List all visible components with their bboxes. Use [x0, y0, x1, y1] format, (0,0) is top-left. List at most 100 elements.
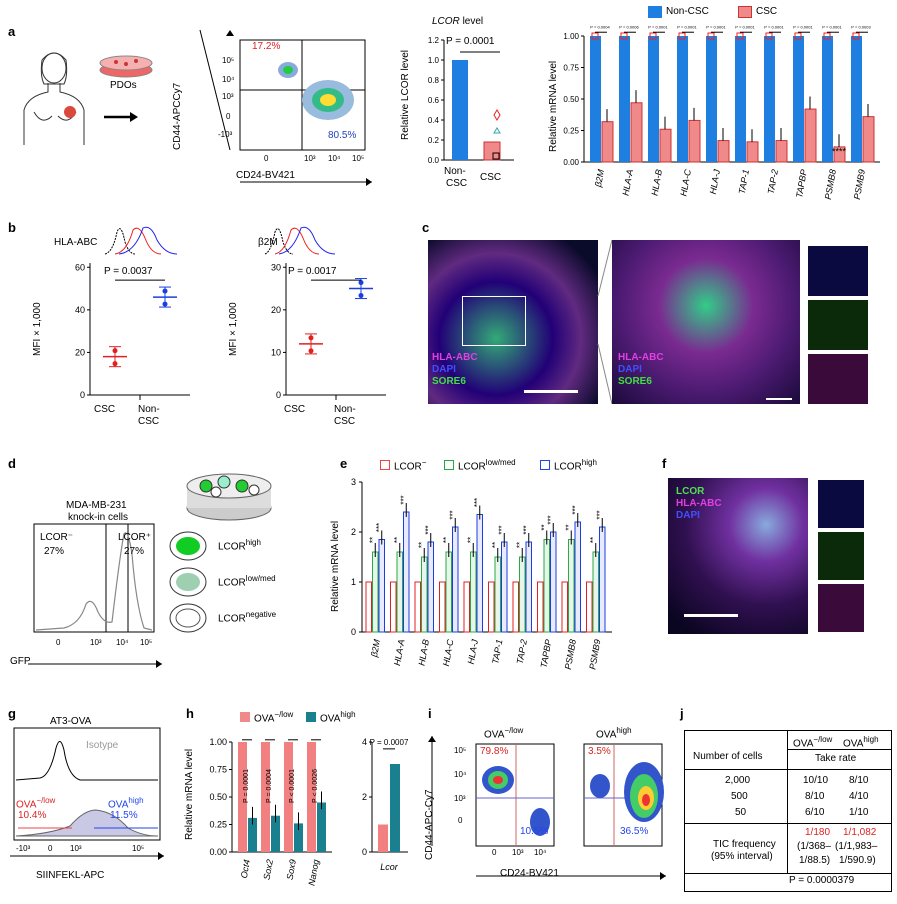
- bar-noncsc-PSMB8: [822, 36, 833, 162]
- patient-illustration: [23, 52, 85, 145]
- c-label-dapi: DAPI: [432, 364, 456, 375]
- y-tick-label: 0.50: [209, 792, 227, 802]
- noncsc-point: [823, 32, 831, 40]
- lcor-bar-OVAhigh: [390, 764, 400, 852]
- bar-LCOR−-TAP-1: [488, 581, 495, 633]
- noncsc-point: [794, 32, 802, 40]
- d-xtick-1: 0: [56, 638, 61, 647]
- panel-label-g: g: [8, 706, 16, 721]
- sig-stars: **: [589, 537, 598, 543]
- g-histogram: [10, 727, 164, 860]
- i-xtick-2: 10³: [512, 848, 524, 857]
- b2m-point-0: [308, 335, 314, 341]
- i-xtick-3: 10⁴: [534, 848, 547, 857]
- i-right-lr: 36.5%: [620, 826, 649, 837]
- y-tick-label: 1.0: [428, 56, 440, 65]
- e-legend-lowmed: LCORlow/med: [458, 458, 516, 473]
- a-mrna-legend-swatch-noncsc: [648, 6, 662, 18]
- j-header-rule: [787, 749, 891, 750]
- a-flow-xlabel: CD24-BV421: [236, 170, 295, 181]
- bar-LCORlow/med-TAP-1: [494, 556, 501, 633]
- bar-LCOR−-PSMB9: [586, 581, 593, 633]
- x-tick-label: PSMB9: [852, 169, 867, 201]
- e-legend-swatch-high: [540, 460, 550, 470]
- bar-noncsc-HLA-B: [648, 36, 659, 162]
- bar-noncsc-PSMB9: [851, 36, 862, 162]
- b-hla-cat2a: Non-: [138, 404, 160, 415]
- g-isotype-label: Isotype: [86, 740, 119, 751]
- j-rule-3: [685, 873, 891, 874]
- d-dish-icon: [186, 473, 272, 521]
- bar-LCOR−-TAP-2: [512, 581, 519, 633]
- j-row1-high: 8/10: [849, 775, 869, 786]
- b2m-y-tick-label: 30: [271, 262, 281, 272]
- f-channel-dapi: [818, 480, 864, 528]
- b-b2m-cat2a: Non-: [334, 404, 356, 415]
- i-ytick-4: 0: [458, 816, 463, 825]
- x-tick-label: TAP-2: [515, 639, 529, 665]
- x-tick-label: TAP-1: [490, 639, 504, 665]
- b2m-point-1: [358, 280, 364, 286]
- p-value: P = 0.0001: [648, 24, 668, 29]
- c-zoom-scale-bar: [766, 398, 792, 400]
- bar-LCOR−-HLA-B: [414, 581, 421, 633]
- sig-stars: **: [369, 537, 378, 543]
- d-title1: MDA-MB-231: [66, 500, 127, 511]
- i-ytick-2: 10⁴: [454, 770, 467, 779]
- j-row3-low: 6/10: [805, 807, 825, 818]
- e-legend-swatch-lowmed: [444, 460, 454, 470]
- hla-point-1: [162, 288, 168, 294]
- c-zoom-label-hla: HLA-ABC: [618, 352, 664, 363]
- bar-noncsc-TAP-1: [735, 36, 746, 162]
- bar-Non-CSC: [452, 60, 468, 160]
- bar-csc-PSMB9: [862, 116, 875, 163]
- h-legend-high: OVAhigh: [320, 710, 356, 725]
- f-microscopy: LCOR HLA-ABC DAPI: [668, 478, 808, 634]
- y-tick-label: 1.2: [428, 36, 440, 45]
- x-tick-label: TAPBP: [539, 639, 554, 669]
- bar-LCORlow/med-TAP-2: [519, 556, 526, 633]
- a-flow-xtick-3: 10⁴: [328, 154, 341, 163]
- a-lcor-bar-chart: 0.0 0.2 0.4 0.6 0.8 1.0 1.2: [428, 36, 514, 165]
- x-tick-label: PSMB9: [587, 639, 602, 671]
- bar-noncsc-HLA-J: [706, 36, 717, 162]
- sig-stars: **: [565, 524, 574, 530]
- e-legend-high: LCORhigh: [554, 458, 597, 473]
- i-flow-plots: [428, 736, 666, 880]
- bar-OVAhigh-Oct4: [248, 817, 257, 852]
- bar-noncsc-HLA-A: [619, 36, 630, 162]
- f-scale-bar: [684, 614, 738, 617]
- bar-csc-TAP-2: [775, 140, 788, 163]
- p-value: P = 0.0001: [677, 24, 697, 29]
- p-value: P = 0.0003: [851, 24, 871, 29]
- hla-y-tick-label: 20: [75, 347, 85, 357]
- a-flow-ytick-3: 10³: [222, 92, 234, 101]
- i-xtick-1: 0: [492, 848, 497, 857]
- a-flow-xtick-4: 10⁵: [352, 154, 365, 163]
- x-tick-label: HLA-A: [392, 639, 406, 667]
- y-tick-label: 0.2: [428, 136, 440, 145]
- noncsc-point: [765, 32, 773, 40]
- h-ylabel: Relative mRNA level: [184, 748, 195, 840]
- d-neg-label: LCOR⁻: [40, 532, 74, 543]
- x-tick-label: Sox2: [262, 859, 275, 881]
- c-microscopy-overview: HLA-ABC DAPI SORE6: [428, 240, 598, 404]
- j-tic-table-box: Number of cells OVA−/low OVAhigh Take ra…: [684, 730, 892, 892]
- bar-LCORhigh-HLA-C: [452, 526, 459, 633]
- bar-csc-β2M: [601, 121, 614, 163]
- bar-csc-HLA-A: [630, 102, 643, 163]
- j-tic-high: 1/1,082: [843, 827, 877, 838]
- bar-csc-TAP-1: [746, 141, 759, 163]
- y-tick-label: 0.4: [428, 116, 440, 125]
- a-flow-ytick-4: 0: [226, 112, 231, 121]
- bar-LCORhigh-TAP-2: [525, 541, 532, 633]
- bar-LCOR−-HLA-A: [390, 581, 397, 633]
- a-flow-q-lr: 80.5%: [328, 130, 357, 141]
- b-b2m-pvalue: P = 0.0017: [288, 266, 337, 277]
- x-tick-label: HLA-J: [466, 638, 480, 665]
- panel-label-c: c: [422, 220, 430, 235]
- hla-point-0: [112, 348, 118, 354]
- lcor-y-tick-label: 0: [362, 847, 367, 857]
- y-tick-label: 1.00: [209, 737, 227, 747]
- panel-label-b: b: [8, 220, 16, 235]
